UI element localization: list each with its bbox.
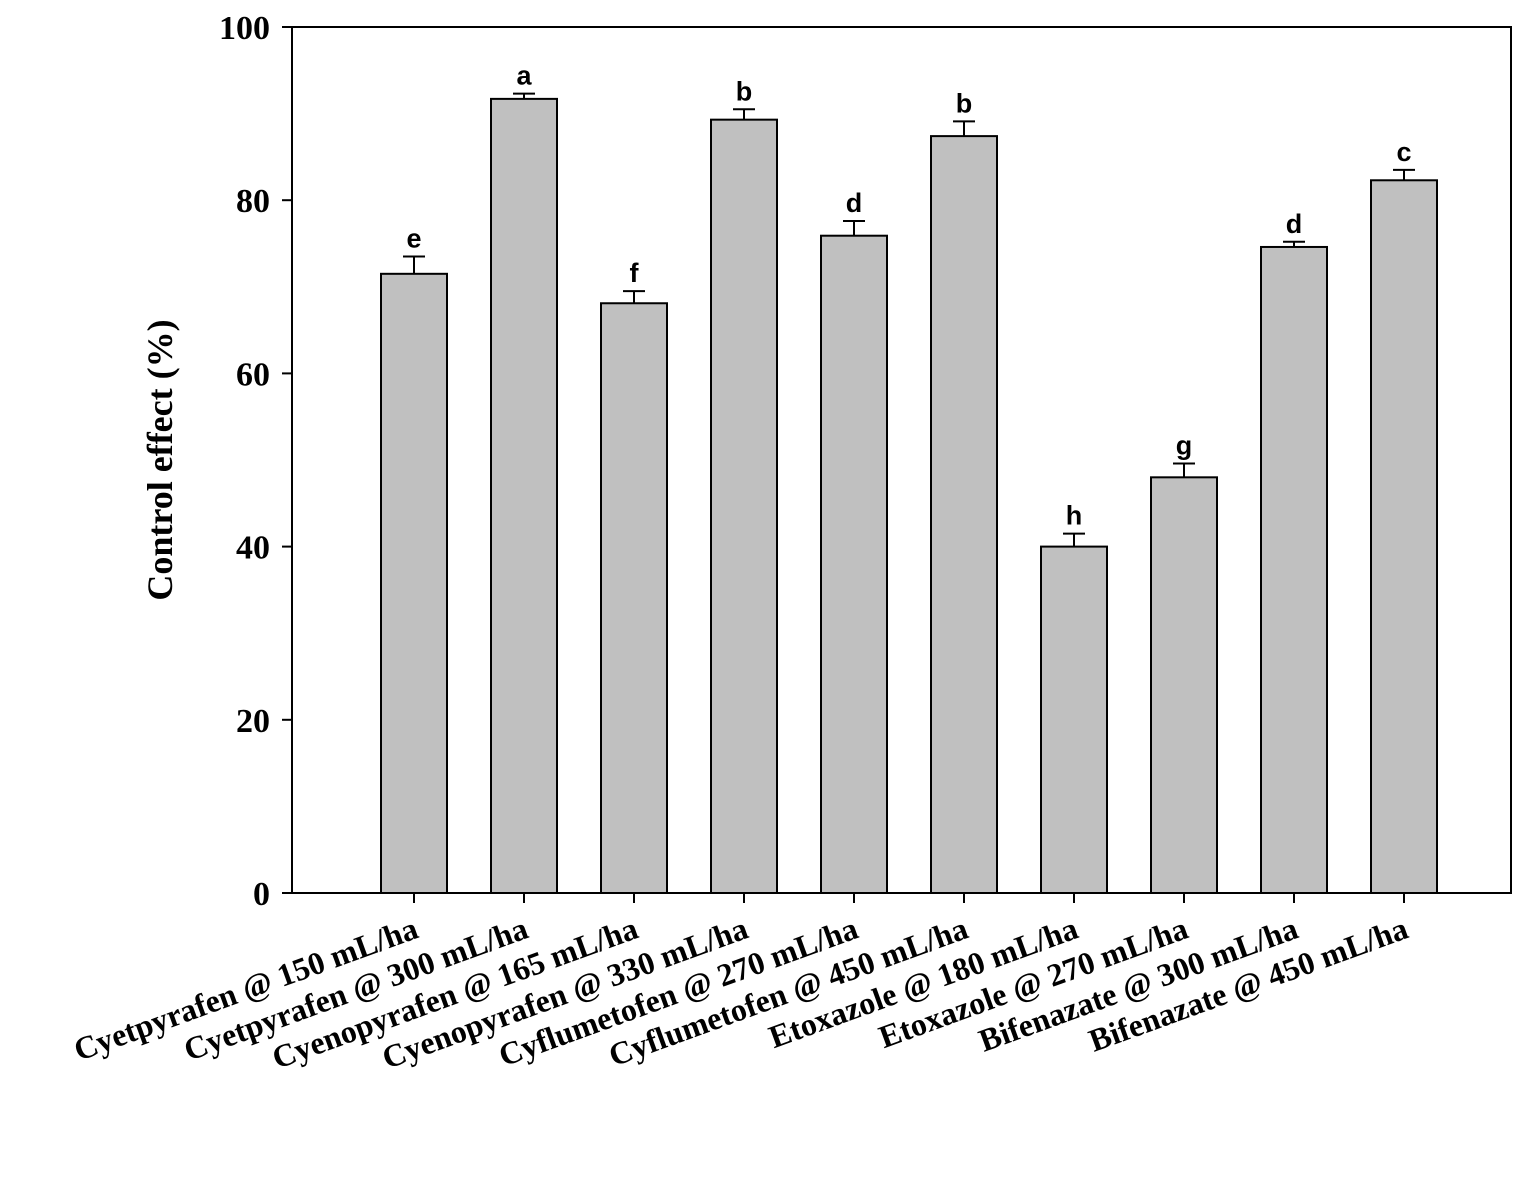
- y-axis-title: Control effect (%): [140, 319, 180, 600]
- significance-letter: f: [630, 258, 640, 288]
- y-axis: 0 20 40 60 80 100: [219, 10, 292, 913]
- bar: [1260, 245, 1328, 895]
- significance-letter: g: [1176, 430, 1193, 460]
- bars-group: e a f b d b h g d c: [380, 61, 1438, 895]
- significance-letter: c: [1396, 137, 1411, 167]
- significance-letter: d: [846, 188, 863, 218]
- y-tick-label: 80: [236, 183, 270, 220]
- significance-letter: b: [956, 88, 973, 118]
- bar: [600, 302, 668, 894]
- y-tick-label: 20: [236, 703, 270, 740]
- bar: [1150, 476, 1218, 894]
- y-tick-label: 0: [253, 876, 270, 913]
- significance-letter: h: [1066, 501, 1083, 531]
- significance-letter: e: [406, 223, 421, 253]
- bar: [380, 272, 448, 894]
- bar: [930, 135, 998, 894]
- bar: [1040, 545, 1108, 894]
- bar: [710, 118, 778, 895]
- y-tick-label: 40: [236, 530, 270, 567]
- significance-letter: b: [736, 76, 753, 106]
- y-tick-label: 100: [219, 10, 270, 47]
- bar: [1370, 179, 1438, 895]
- y-tick-label: 60: [236, 356, 270, 393]
- significance-letter: a: [516, 61, 532, 91]
- plot-frame: [291, 26, 1512, 894]
- significance-letter: d: [1286, 209, 1303, 239]
- bar: [490, 97, 558, 895]
- bar: [820, 234, 888, 894]
